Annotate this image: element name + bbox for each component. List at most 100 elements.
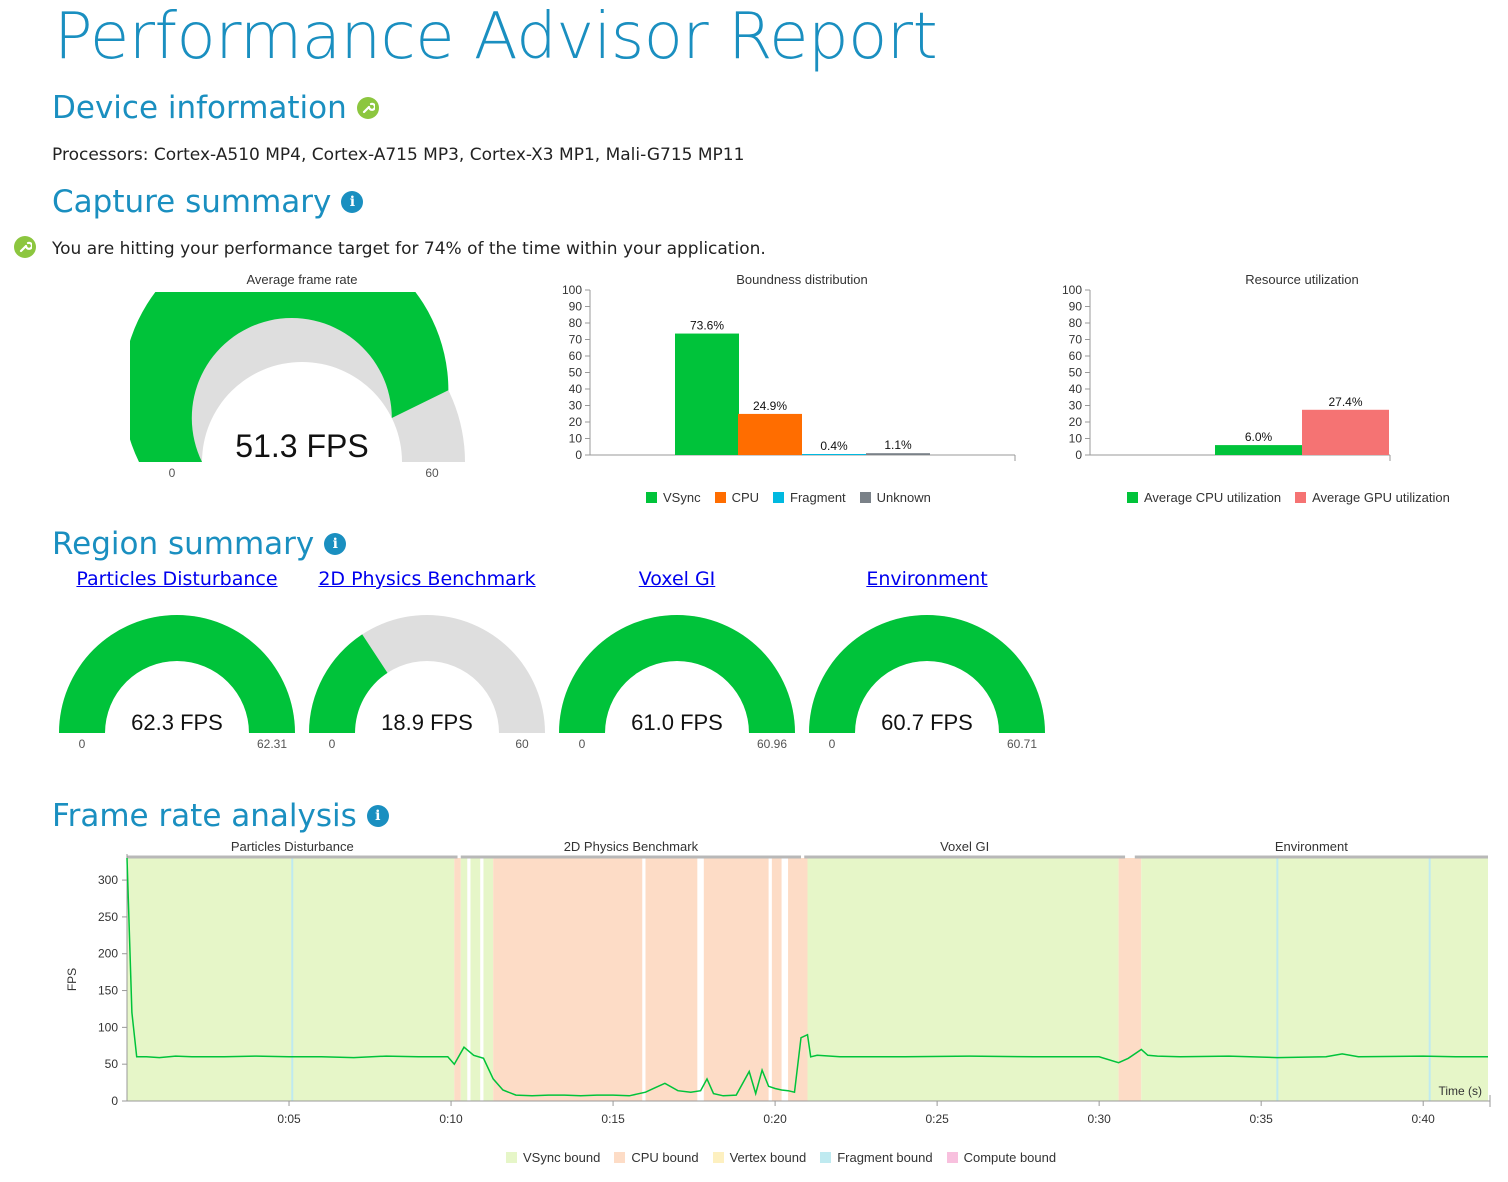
boundness-title: Boundness distribution <box>736 272 868 287</box>
fps-series-line[interactable] <box>126 857 1488 1097</box>
bar-cpu[interactable] <box>738 413 802 455</box>
y-tick-label: 50 <box>105 1057 119 1071</box>
region-summary-heading: Region summary i <box>52 526 347 562</box>
info-icon[interactable]: i <box>366 805 389 827</box>
legend-item-cpu-util[interactable]: Average CPU utilization <box>1127 490 1281 505</box>
y-axis-label: FPS <box>65 968 79 991</box>
y-tick-label: 90 <box>569 300 583 314</box>
bar-vsync[interactable] <box>675 333 739 455</box>
y-tick-label: 0 <box>575 448 582 462</box>
legend-item-fragment-bound[interactable]: Fragment bound <box>820 1150 933 1165</box>
boundness-band-vsync[interactable] <box>127 858 455 1101</box>
region-link-voxel-gi[interactable]: Voxel GI <box>638 568 716 590</box>
fps-timeline-chart[interactable]: Particles Disturbance 2D Physics Benchmar… <box>60 835 1500 1135</box>
region-link-environment[interactable]: Environment <box>866 568 988 590</box>
y-tick-label: 80 <box>1069 316 1083 330</box>
region-label[interactable]: Particles Disturbance <box>231 839 354 854</box>
info-icon[interactable]: i <box>324 533 347 555</box>
boundness-band-cpu[interactable] <box>771 858 782 1101</box>
region-gauge-voxel-gi: 61.0 FPS 0 60.96 <box>559 615 795 751</box>
boundness-band-cpu[interactable] <box>703 858 769 1101</box>
boundness-type-legend: VSync bound CPU bound Vertex bound Fragm… <box>506 1150 1056 1165</box>
x-tick-label: 0:40 <box>1412 1112 1436 1126</box>
gauge-fill <box>559 615 795 733</box>
boundness-band-cpu[interactable] <box>454 858 461 1101</box>
bar-fragment[interactable] <box>802 454 866 455</box>
boundness-band-vsync[interactable] <box>470 858 481 1101</box>
legend-item-cpu[interactable]: CPU <box>714 490 759 505</box>
region-label[interactable]: 2D Physics Benchmark <box>564 839 699 854</box>
x-tick-label: 0:20 <box>763 1112 787 1126</box>
bar-average-gpu-utilization[interactable] <box>1302 409 1389 455</box>
y-tick-label: 40 <box>1069 382 1083 396</box>
bar-value-label: 27.4% <box>1328 395 1362 409</box>
boundness-band-cpu[interactable] <box>645 858 698 1101</box>
gauge-min-label: 0 <box>329 737 336 751</box>
region-gauge-value: 60.7 FPS <box>881 710 973 735</box>
y-tick-label: 100 <box>98 1020 118 1034</box>
avg-frame-rate-gauge: 51.3 FPS 0 60 <box>130 292 465 480</box>
y-tick-label: 90 <box>1069 300 1083 314</box>
legend-item-gpu-util[interactable]: Average GPU utilization <box>1295 490 1450 505</box>
gauge-fill <box>809 615 1045 733</box>
boundness-band-vsync[interactable] <box>1141 858 1488 1101</box>
legend-item-compute-bound[interactable]: Compute bound <box>946 1150 1056 1165</box>
region-label[interactable]: Environment <box>1275 839 1348 854</box>
legend-item-fragment[interactable]: Fragment <box>773 490 846 505</box>
x-axis-label: Time (s) <box>1438 1084 1482 1098</box>
boundness-band-cpu[interactable] <box>493 858 643 1101</box>
y-tick-label: 0 <box>111 1094 118 1108</box>
x-tick-label: 0:05 <box>277 1112 301 1126</box>
capture-summary-heading-label: Capture summary <box>52 184 332 220</box>
region-gauge-environment: 60.7 FPS 0 60.71 <box>809 615 1045 751</box>
bar-value-label: 73.6% <box>690 319 724 333</box>
region-link-2d-physics[interactable]: 2D Physics Benchmark <box>318 568 536 590</box>
y-tick-label: 60 <box>1069 349 1083 363</box>
boundness-band-cpu[interactable] <box>788 858 808 1101</box>
frame-rate-analysis-heading: Frame rate analysis i <box>52 798 389 834</box>
gauge-fill <box>59 615 295 733</box>
boundness-band-vsync[interactable] <box>460 858 468 1101</box>
y-tick-label: 50 <box>1069 366 1083 380</box>
gauge-fill <box>309 634 388 733</box>
legend-item-unknown[interactable]: Unknown <box>859 490 931 505</box>
resource-util-title: Resource utilization <box>1245 272 1359 287</box>
processors-text: Processors: Cortex-A510 MP4, Cortex-A715… <box>52 145 745 165</box>
bar-value-label: 1.1% <box>884 438 912 452</box>
gauge-min-label: 0 <box>169 466 176 480</box>
y-tick-label: 20 <box>569 415 583 429</box>
device-info-heading: Device information <box>52 90 379 126</box>
y-tick-label: 40 <box>569 382 583 396</box>
y-tick-label: 80 <box>569 316 583 330</box>
y-tick-label: 150 <box>98 984 118 998</box>
x-tick-label: 0:35 <box>1249 1112 1273 1126</box>
gauge-max-label: 60 <box>515 737 529 751</box>
legend-item-vsync[interactable]: VSync <box>646 490 701 505</box>
region-label[interactable]: Voxel GI <box>940 839 989 854</box>
avg-frame-rate-value: 51.3 FPS <box>235 428 368 464</box>
bar-average-cpu-utilization[interactable] <box>1215 445 1302 455</box>
gauge-max-label: 62.31 <box>257 737 287 751</box>
legend-item-vertex-bound[interactable]: Vertex bound <box>712 1150 806 1165</box>
legend-item-vsync-bound[interactable]: VSync bound <box>506 1150 600 1165</box>
boundness-band-vsync[interactable] <box>807 858 1119 1101</box>
wrench-icon <box>356 97 379 119</box>
bar-value-label: 0.4% <box>820 439 848 453</box>
gauge-min-label: 0 <box>829 737 836 751</box>
region-link-particles[interactable]: Particles Disturbance <box>76 568 278 590</box>
info-icon[interactable]: i <box>341 191 364 213</box>
region-gauge-value: 62.3 FPS <box>131 710 223 735</box>
y-tick-label: 10 <box>1069 432 1083 446</box>
gauge-max-label: 60.96 <box>757 737 787 751</box>
bar-unknown[interactable] <box>866 453 930 455</box>
boundness-band-vsync[interactable] <box>483 858 494 1101</box>
y-tick-label: 200 <box>98 947 118 961</box>
gauge-min-label: 0 <box>579 737 586 751</box>
boundness-band-cpu[interactable] <box>1118 858 1142 1101</box>
legend-item-cpu-bound[interactable]: CPU bound <box>614 1150 699 1165</box>
resource-util-legend: Average CPU utilization Average GPU util… <box>1127 490 1450 505</box>
x-tick-label: 0:10 <box>439 1112 463 1126</box>
bar-value-label: 24.9% <box>753 399 787 413</box>
y-tick-label: 50 <box>569 366 583 380</box>
y-tick-label: 20 <box>1069 415 1083 429</box>
